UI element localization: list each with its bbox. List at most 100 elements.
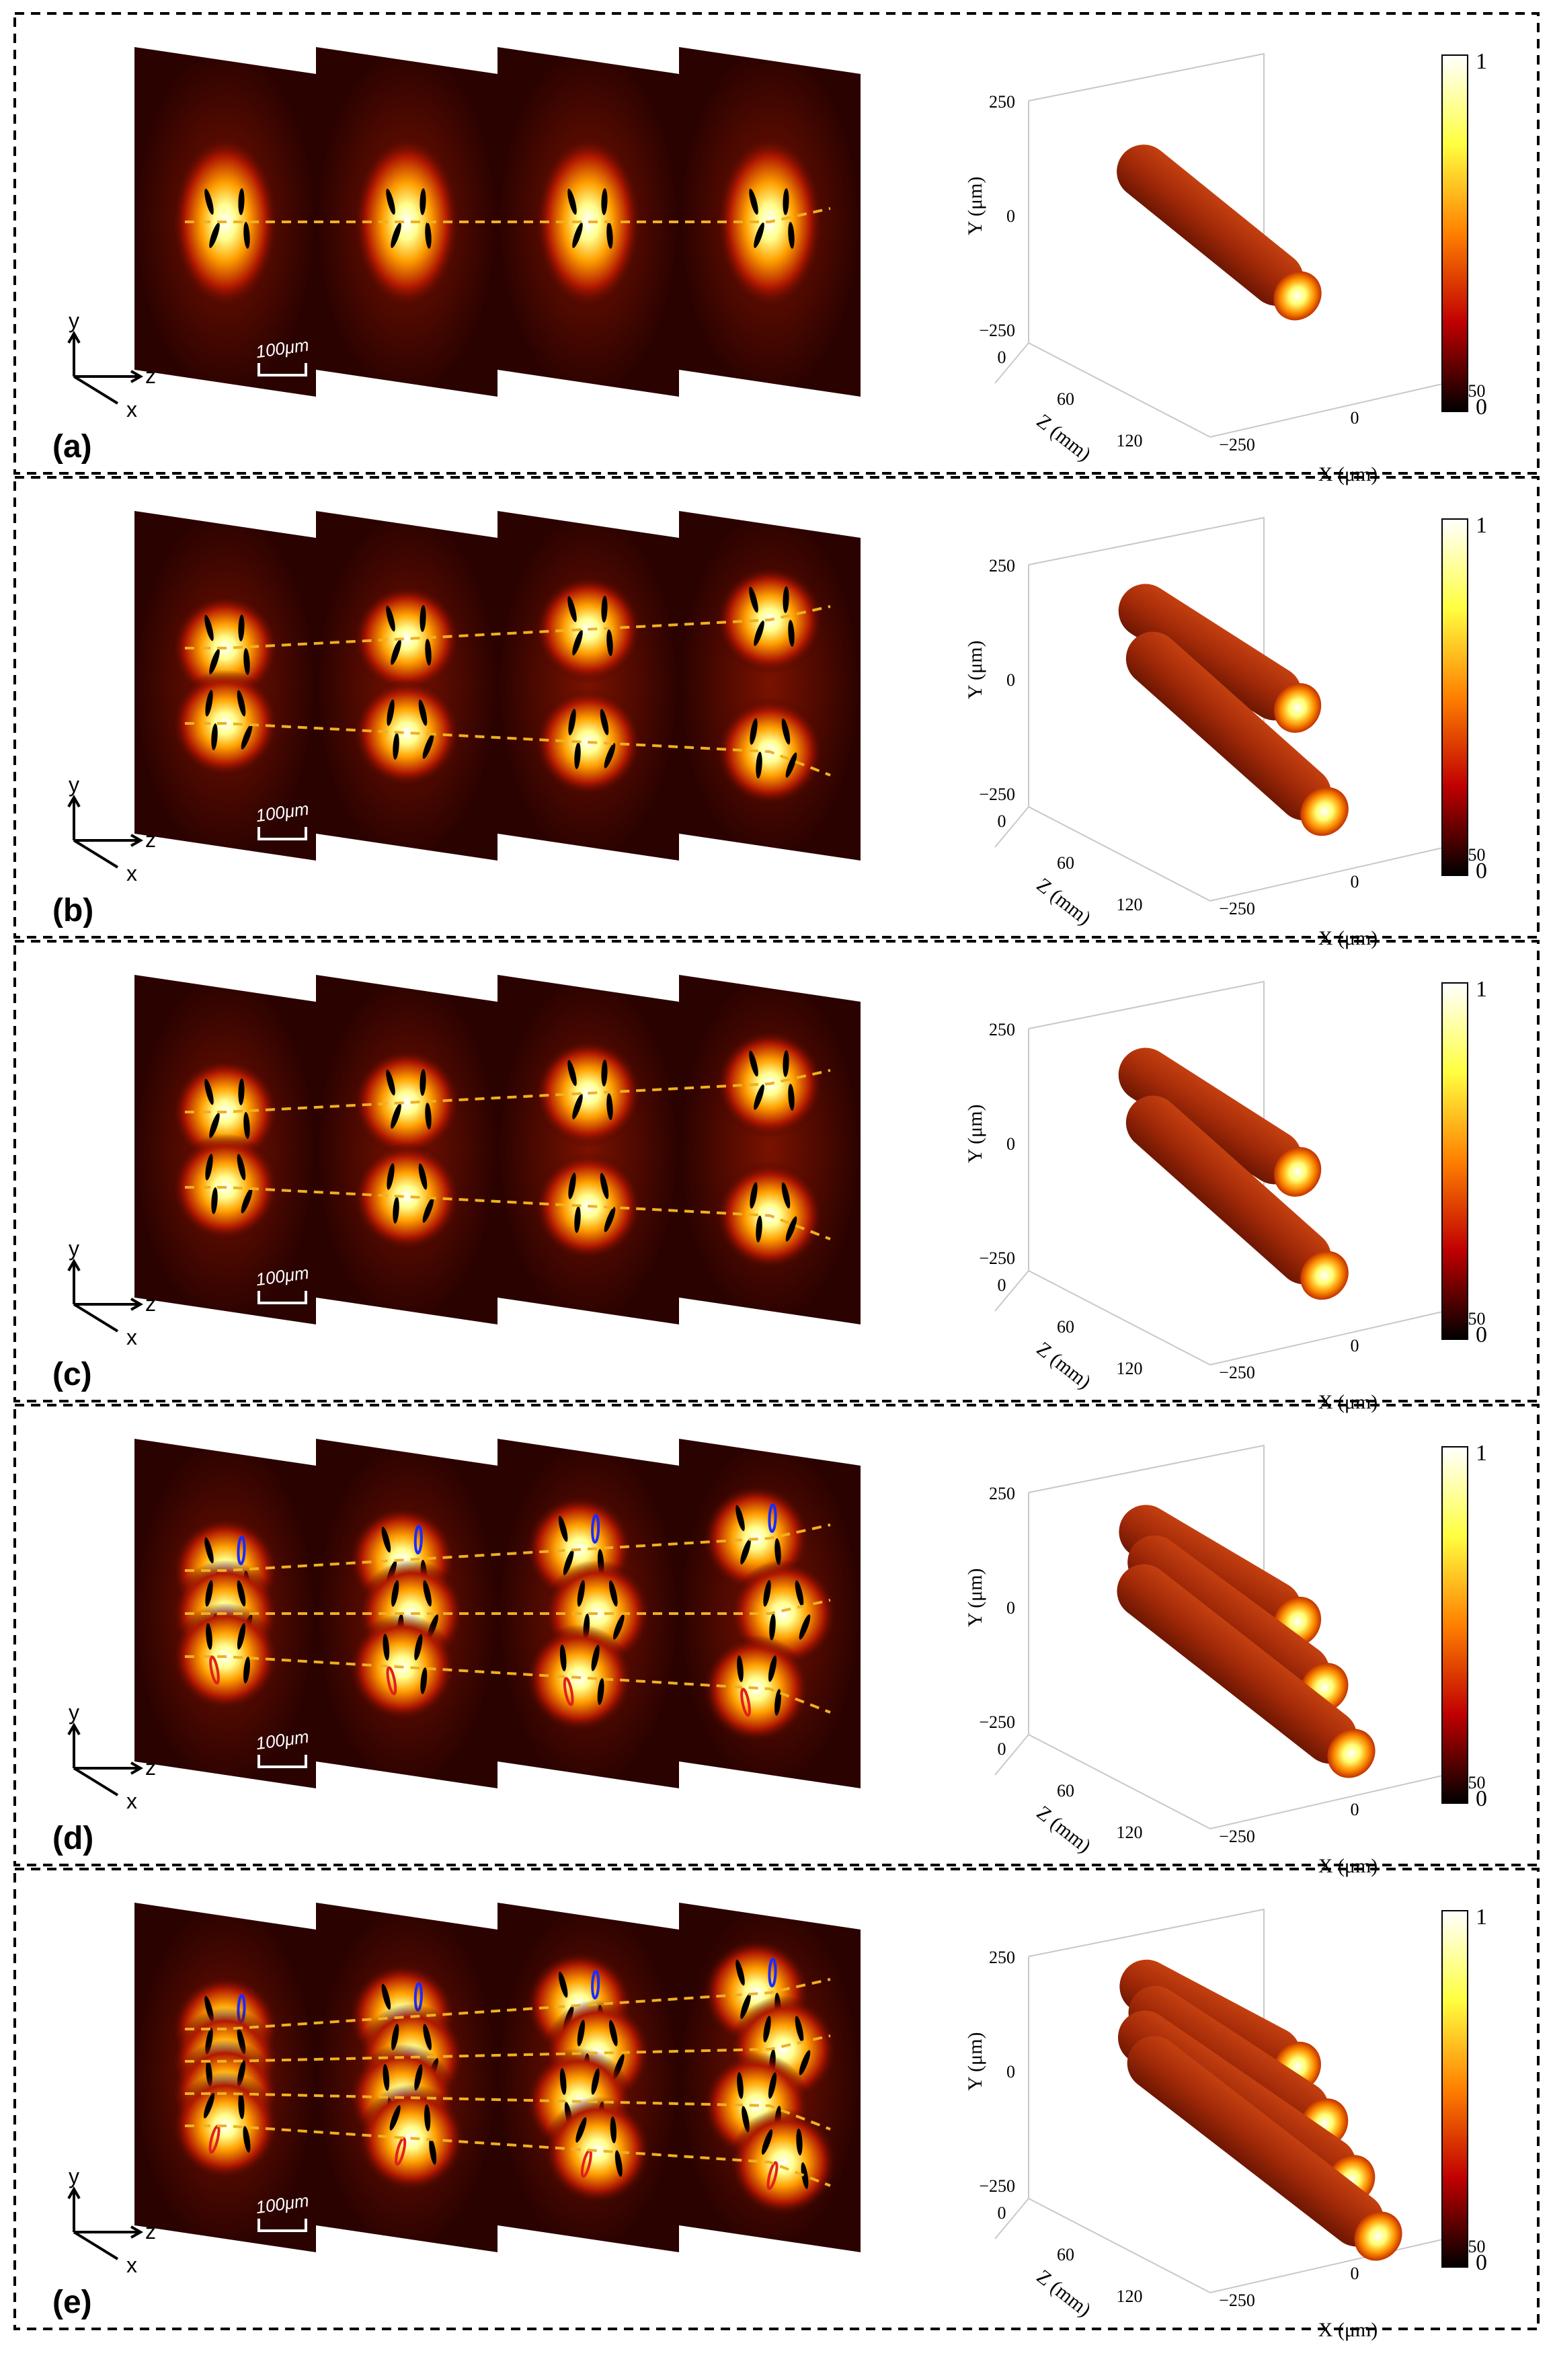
colorbar: 10 xyxy=(1441,977,1487,1347)
beam-tube xyxy=(1127,2036,1402,2261)
beam-trace xyxy=(185,1978,831,2030)
volume-y-tick: 250 xyxy=(989,1948,1015,1967)
beam-tube xyxy=(1117,1564,1376,1778)
polarization-ellipse xyxy=(205,1580,213,1607)
polarization-ellipse xyxy=(204,614,214,641)
colorbar-max: 1 xyxy=(1476,1441,1487,1466)
polarization-ellipse xyxy=(414,1634,423,1661)
tube-end xyxy=(1273,1147,1322,1197)
beam-trace xyxy=(185,2034,831,2063)
polarization-ellipse xyxy=(238,2092,245,2119)
panel-label: (e) xyxy=(52,2285,92,2320)
slice-3 xyxy=(497,511,679,861)
colorbar-min: 0 xyxy=(1476,395,1487,420)
polarization-ellipse xyxy=(420,1667,428,1694)
intensity-spot xyxy=(543,2096,651,2204)
polarization-ellipse xyxy=(799,2050,811,2075)
volume-z-tick: 120 xyxy=(1117,2287,1143,2306)
slice-4 xyxy=(679,975,861,1324)
axis-y-label: y xyxy=(69,772,79,797)
volume-y-label: Y (μm) xyxy=(964,1569,986,1627)
polarization-ellipse xyxy=(577,2020,585,2047)
panel-frame xyxy=(13,12,1540,475)
polarization-ellipse xyxy=(785,1216,797,1242)
polarization-ellipse xyxy=(768,1503,777,1533)
slice-stack xyxy=(134,511,861,861)
polarization-ellipse xyxy=(383,2064,390,2091)
polarization-ellipse xyxy=(243,1112,250,1139)
polarization-ellipse xyxy=(749,586,758,613)
polarization-ellipse xyxy=(606,1093,613,1120)
slice-4 xyxy=(679,1903,861,2252)
volume-y-tick: 250 xyxy=(989,556,1015,576)
polarization-ellipse xyxy=(205,690,213,717)
polarization-ellipse xyxy=(750,718,758,745)
volume-z-tick: 120 xyxy=(1117,895,1143,914)
slice-2 xyxy=(316,1439,497,1788)
axis-triad: y zx xyxy=(67,772,156,885)
polarization-ellipse xyxy=(567,1060,577,1086)
beam-trace xyxy=(185,1186,831,1240)
panel-frame xyxy=(13,1404,1540,1866)
volume-z-tick: 60 xyxy=(1057,2245,1074,2264)
polarization-ellipse xyxy=(425,1103,432,1129)
polarization-ellipse xyxy=(781,718,791,745)
volume-z-tick: 60 xyxy=(1057,853,1074,873)
polarization-ellipse xyxy=(386,1666,397,1696)
polarization-ellipse xyxy=(206,1623,212,1650)
axis-z-label: z xyxy=(145,2219,156,2244)
polarization-ellipse xyxy=(601,596,608,623)
polarization-ellipse xyxy=(381,1526,391,1553)
polarization-ellipse xyxy=(205,1154,213,1181)
polarization-ellipse xyxy=(209,649,220,674)
polarization-ellipse xyxy=(558,1971,568,1998)
polarization-ellipse xyxy=(591,1644,600,1671)
volume-z-tick: 120 xyxy=(1117,1359,1143,1378)
polarization-ellipse xyxy=(754,223,764,248)
polarization-ellipse xyxy=(237,1623,246,1650)
polarization-ellipse xyxy=(801,2162,809,2189)
polarization-ellipse xyxy=(601,188,608,215)
polarization-ellipse xyxy=(204,1537,214,1564)
tube-end xyxy=(1354,2211,1402,2261)
polarization-ellipse xyxy=(781,1182,791,1209)
polarization-ellipse xyxy=(558,1515,568,1542)
polarization-ellipse xyxy=(735,1505,745,1532)
volume-y-label: Y (μm) xyxy=(964,2032,986,2091)
axis-x-label: x xyxy=(126,2253,137,2277)
volume-y-tick: 0 xyxy=(1006,1598,1015,1618)
polarization-ellipse xyxy=(241,724,253,750)
volume-z-tick: 0 xyxy=(998,348,1006,367)
polarization-ellipse xyxy=(763,1580,771,1607)
polarization-ellipse xyxy=(768,1958,777,1987)
polarization-ellipse xyxy=(749,188,758,215)
beam-trace xyxy=(185,605,831,649)
colorbar-max: 1 xyxy=(1476,49,1487,74)
polarization-ellipse xyxy=(591,2068,600,2095)
beam-trace xyxy=(185,2125,831,2187)
volume-y-tick: 0 xyxy=(1006,206,1015,226)
polarization-ellipse xyxy=(568,709,576,736)
polarization-ellipse xyxy=(610,2116,616,2143)
axis-z-label: z xyxy=(145,364,156,388)
polarization-ellipse xyxy=(422,733,434,759)
colorbar-max: 1 xyxy=(1476,977,1487,1002)
polarization-ellipse xyxy=(395,2137,407,2166)
polarization-ellipse xyxy=(387,699,395,726)
polarization-ellipse xyxy=(413,1525,423,1554)
intensity-spot xyxy=(353,1143,461,1251)
polarization-ellipse xyxy=(783,586,789,613)
polarization-ellipse xyxy=(606,629,613,656)
beam-trace xyxy=(185,722,831,777)
polarization-ellipse xyxy=(243,1657,250,1683)
volume-z-label: Z (mm) xyxy=(1033,2266,1095,2322)
polarization-ellipse xyxy=(783,1050,789,1077)
polarization-ellipse xyxy=(204,188,214,215)
volume-x-label: X (μm) xyxy=(1318,463,1378,485)
polarization-ellipse xyxy=(418,1163,428,1190)
polarization-ellipse xyxy=(591,1514,600,1544)
axis-y-label: y xyxy=(69,1236,79,1261)
